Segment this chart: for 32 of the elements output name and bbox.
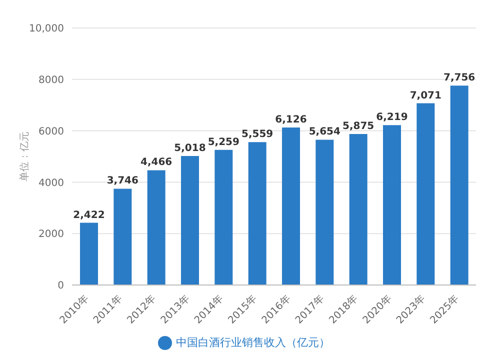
bar xyxy=(181,156,199,285)
y-tick-label: 0 xyxy=(58,280,64,292)
bar xyxy=(114,188,132,285)
data-label: 6,126 xyxy=(275,114,307,126)
data-label: 6,219 xyxy=(376,112,408,124)
data-label: 5,018 xyxy=(174,143,206,154)
data-label: 5,654 xyxy=(308,126,341,138)
data-label: 5,559 xyxy=(242,129,274,140)
bar xyxy=(282,128,300,285)
data-label: 4,466 xyxy=(140,157,172,168)
bar xyxy=(416,103,435,285)
bar xyxy=(248,142,266,285)
data-label: 2,422 xyxy=(73,210,105,221)
y-axis-title: 单位：亿元 xyxy=(18,132,31,182)
data-label: 7,756 xyxy=(444,72,476,84)
bar xyxy=(450,86,468,285)
bar xyxy=(383,125,401,285)
data-label: 7,071 xyxy=(410,90,442,102)
data-label: 3,746 xyxy=(106,176,139,187)
bar xyxy=(147,170,166,285)
bar xyxy=(214,150,233,285)
legend-label: 中国白酒行业销售收入（亿元） xyxy=(176,336,330,349)
y-tick-label: 10,000 xyxy=(29,24,64,35)
data-label: 5,259 xyxy=(208,136,240,148)
bar xyxy=(316,140,334,285)
bar xyxy=(349,134,368,285)
bar xyxy=(80,222,98,285)
y-tick-label: 4000 xyxy=(38,178,64,189)
y-tick-label: 6000 xyxy=(38,126,64,138)
y-tick-label: 8000 xyxy=(38,74,64,86)
data-label: 5,875 xyxy=(342,121,374,132)
y-tick-label: 2000 xyxy=(38,229,64,240)
